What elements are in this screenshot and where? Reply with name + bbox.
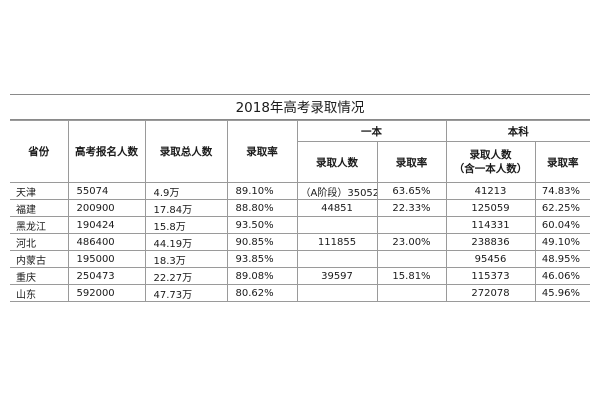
cell-bachelor: 125059 <box>445 199 536 217</box>
header-tier1-group: 一本 <box>296 120 447 142</box>
cell-province: 黑龙江 <box>10 216 69 234</box>
cell-applicants: 592000 <box>67 284 146 302</box>
cell-applicants: 200900 <box>67 199 146 217</box>
header-bachelor-count-line2: （含一本人数） <box>453 163 528 175</box>
cell-admitted: 47.73万 <box>144 284 228 302</box>
cell-bachelor-rate: 74.83% <box>534 182 590 200</box>
cell-bachelor-rate: 49.10% <box>534 233 590 251</box>
header-applicants: 高考报名人数 <box>67 120 146 183</box>
cell-admitted: 22.27万 <box>144 267 228 285</box>
cell-admitted: 44.19万 <box>144 233 228 251</box>
table-row: 黑龙江 190424 15.8万 93.50% 114331 60.04% <box>10 216 590 234</box>
cell-admitted: 18.3万 <box>144 250 228 268</box>
cell-applicants: 250473 <box>67 267 146 285</box>
admission-table: 省份 高考报名人数 录取总人数 录取率 一本 本科 录取人数 录取率 录取人数 … <box>10 120 590 302</box>
cell-bachelor: 238836 <box>445 233 536 251</box>
cell-province: 重庆 <box>10 267 69 285</box>
header-bachelor-group: 本科 <box>445 120 590 142</box>
header-province: 省份 <box>10 120 69 183</box>
cell-rate: 93.85% <box>226 250 298 268</box>
cell-applicants: 55074 <box>67 182 146 200</box>
cell-tier1: 44851 <box>296 199 378 217</box>
cell-tier1-rate <box>376 284 447 302</box>
cell-tier1-rate: 15.81% <box>376 267 447 285</box>
header-bachelor-count-line1: 录取人数 <box>469 149 512 161</box>
cell-province: 山东 <box>10 284 69 302</box>
cell-bachelor-rate: 60.04% <box>534 216 590 234</box>
cell-rate: 89.08% <box>226 267 298 285</box>
table-row: 重庆 250473 22.27万 89.08% 39597 15.81% 115… <box>10 267 590 285</box>
header-bachelor-rate: 录取率 <box>534 141 590 183</box>
cell-rate: 93.50% <box>226 216 298 234</box>
cell-bachelor: 114331 <box>445 216 536 234</box>
cell-bachelor: 115373 <box>445 267 536 285</box>
cell-tier1: 39597 <box>296 267 378 285</box>
cell-province: 河北 <box>10 233 69 251</box>
cell-rate: 89.10% <box>226 182 298 200</box>
cell-province: 天津 <box>10 182 69 200</box>
cell-bachelor: 95456 <box>445 250 536 268</box>
cell-tier1: 111855 <box>296 233 378 251</box>
header-tier1-rate: 录取率 <box>376 141 447 183</box>
cell-bachelor-rate: 46.06% <box>534 267 590 285</box>
cell-admitted: 17.84万 <box>144 199 228 217</box>
cell-tier1 <box>296 250 378 268</box>
cell-bachelor: 272078 <box>445 284 536 302</box>
cell-bachelor-rate: 62.25% <box>534 199 590 217</box>
cell-bachelor-rate: 48.95% <box>534 250 590 268</box>
cell-admitted: 15.8万 <box>144 216 228 234</box>
cell-tier1-rate: 23.00% <box>376 233 447 251</box>
cell-rate: 88.80% <box>226 199 298 217</box>
cell-tier1-rate <box>376 250 447 268</box>
cell-tier1 <box>296 216 378 234</box>
admission-table-sheet: 2018年高考录取情况 省份 高考报名人数 录取总人数 录取率 一本 本科 录取… <box>10 94 590 302</box>
cell-province: 福建 <box>10 199 69 217</box>
table-row: 天津 55074 4.9万 89.10% （A阶段）35052 63.65% 4… <box>10 182 590 200</box>
header-bachelor-count: 录取人数 （含一本人数） <box>445 141 536 183</box>
table-row: 河北 486400 44.19万 90.85% 111855 23.00% 23… <box>10 233 590 251</box>
cell-admitted: 4.9万 <box>144 182 228 200</box>
cell-tier1: （A阶段）35052 <box>296 182 378 200</box>
cell-tier1-rate: 63.65% <box>376 182 447 200</box>
table-row: 山东 592000 47.73万 80.62% 272078 45.96% <box>10 284 590 302</box>
cell-bachelor-rate: 45.96% <box>534 284 590 302</box>
table-row: 福建 200900 17.84万 88.80% 44851 22.33% 125… <box>10 199 590 217</box>
cell-rate: 80.62% <box>226 284 298 302</box>
cell-rate: 90.85% <box>226 233 298 251</box>
cell-applicants: 195000 <box>67 250 146 268</box>
cell-tier1 <box>296 284 378 302</box>
header-admitted-total: 录取总人数 <box>144 120 228 183</box>
cell-bachelor: 41213 <box>445 182 536 200</box>
header-admit-rate: 录取率 <box>226 120 298 183</box>
cell-applicants: 486400 <box>67 233 146 251</box>
cell-province: 内蒙古 <box>10 250 69 268</box>
cell-tier1-rate <box>376 216 447 234</box>
table-row: 内蒙古 195000 18.3万 93.85% 95456 48.95% <box>10 250 590 268</box>
header-tier1-count: 录取人数 <box>296 141 378 183</box>
cell-applicants: 190424 <box>67 216 146 234</box>
table-title: 2018年高考录取情况 <box>10 94 590 120</box>
cell-tier1-rate: 22.33% <box>376 199 447 217</box>
